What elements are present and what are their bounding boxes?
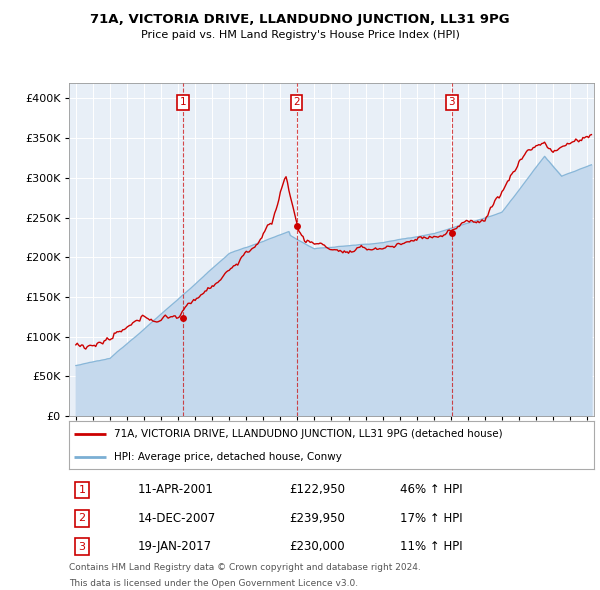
Text: 1: 1: [179, 97, 186, 107]
Text: £239,950: £239,950: [290, 512, 346, 525]
Text: 46% ↑ HPI: 46% ↑ HPI: [400, 483, 463, 497]
Text: 19-JAN-2017: 19-JAN-2017: [137, 540, 211, 553]
Text: 71A, VICTORIA DRIVE, LLANDUDNO JUNCTION, LL31 9PG: 71A, VICTORIA DRIVE, LLANDUDNO JUNCTION,…: [90, 13, 510, 26]
Text: £122,950: £122,950: [290, 483, 346, 497]
Text: This data is licensed under the Open Government Licence v3.0.: This data is licensed under the Open Gov…: [69, 579, 358, 588]
Text: Price paid vs. HM Land Registry's House Price Index (HPI): Price paid vs. HM Land Registry's House …: [140, 30, 460, 40]
Text: 17% ↑ HPI: 17% ↑ HPI: [400, 512, 463, 525]
Text: 2: 2: [293, 97, 300, 107]
Text: 14-DEC-2007: 14-DEC-2007: [137, 512, 215, 525]
Text: 71A, VICTORIA DRIVE, LLANDUDNO JUNCTION, LL31 9PG (detached house): 71A, VICTORIA DRIVE, LLANDUDNO JUNCTION,…: [113, 429, 502, 439]
Text: £230,000: £230,000: [290, 540, 345, 553]
Text: 2: 2: [79, 513, 86, 523]
Text: 11% ↑ HPI: 11% ↑ HPI: [400, 540, 463, 553]
Text: 1: 1: [79, 485, 86, 495]
Text: 11-APR-2001: 11-APR-2001: [137, 483, 213, 497]
Text: 3: 3: [448, 97, 455, 107]
Text: Contains HM Land Registry data © Crown copyright and database right 2024.: Contains HM Land Registry data © Crown c…: [69, 563, 421, 572]
Text: HPI: Average price, detached house, Conwy: HPI: Average price, detached house, Conw…: [113, 452, 341, 462]
Text: 3: 3: [79, 542, 86, 552]
